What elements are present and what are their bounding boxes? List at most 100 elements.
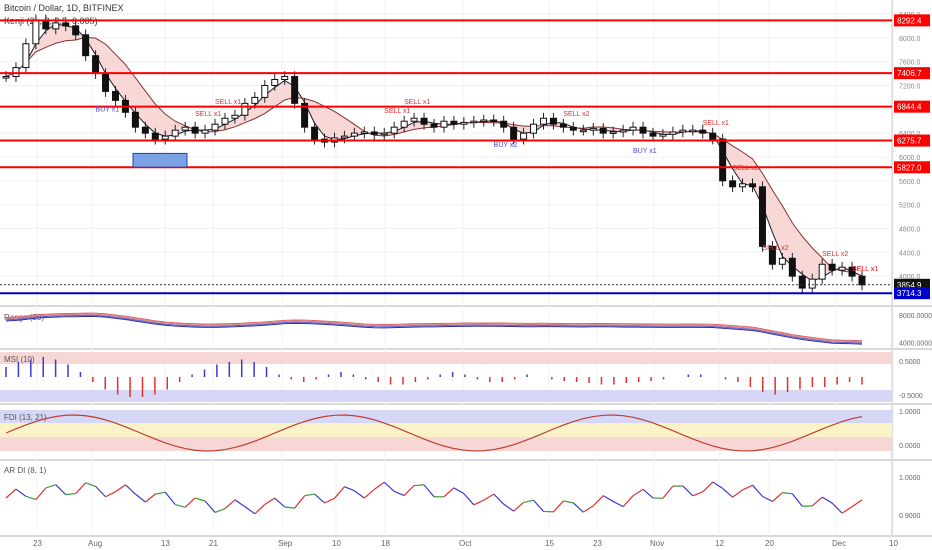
sell-signal-label: SELL x1 — [195, 111, 221, 118]
candle-body — [261, 84, 269, 98]
x-tick-label: 10 — [332, 539, 341, 548]
ardi-segment — [125, 484, 136, 495]
ardi-segment — [463, 493, 475, 506]
level-price-tag — [894, 67, 930, 80]
ardi-segment — [144, 493, 156, 503]
ardi-segment — [184, 497, 196, 508]
ardi-segment — [334, 486, 345, 499]
ardi-segment — [155, 491, 166, 495]
candle-body — [72, 25, 80, 36]
ardi-tick-label: 0.9000 — [899, 513, 921, 520]
ardi-segment — [712, 481, 723, 489]
trend-ribbon — [6, 23, 862, 282]
candle-body — [141, 126, 149, 134]
level-price-tag-label: 6275.7 — [897, 137, 922, 146]
candle-body — [848, 266, 856, 277]
candle-body — [241, 102, 249, 116]
ardi-pane-title: AR DI (8, 1) — [4, 466, 47, 475]
candle-body — [639, 126, 647, 134]
x-tick-label: 23 — [593, 539, 602, 548]
candle-body — [82, 34, 90, 57]
support-price-tag — [894, 287, 930, 300]
ardi-segment — [782, 492, 793, 495]
candle-body — [539, 117, 547, 125]
fdi-pane-title: FDI (13, 21) — [4, 413, 47, 422]
price-tick-label: 5200.0 — [899, 203, 921, 210]
sell-signal-label: SELL x1 — [852, 266, 878, 273]
candle-body — [778, 257, 786, 265]
ardi-segment — [194, 497, 206, 502]
candle-body — [52, 22, 60, 30]
ardi-segment — [354, 490, 365, 499]
candle-body — [838, 266, 846, 271]
msi-tick-label: 0.5000 — [899, 359, 921, 366]
candle-body — [858, 275, 866, 286]
candle-body — [798, 275, 806, 289]
price-tick-label: 7600.0 — [899, 60, 921, 67]
candle-body — [729, 180, 737, 188]
highlight-zone — [132, 152, 188, 168]
candle-body — [22, 43, 30, 69]
x-tick-label: 18 — [381, 539, 390, 548]
x-tick-label: Aug — [88, 539, 102, 548]
candle-body — [669, 131, 677, 135]
ardi-segment — [493, 493, 505, 505]
ardi-segment — [662, 485, 674, 499]
candle-body — [629, 126, 637, 131]
ardi-segment — [642, 488, 654, 499]
ardi-segment — [513, 501, 524, 512]
ardi-segment — [55, 484, 67, 496]
last-price-tag-label: 3854.9 — [897, 281, 922, 290]
sell-signal-label: SELL x1 — [852, 266, 878, 273]
candle-body — [311, 126, 319, 140]
candle-body — [709, 132, 717, 140]
sell-signal-label: SELL x2 — [733, 165, 759, 172]
ardi-segment — [105, 491, 116, 498]
range-band-line — [5, 312, 863, 342]
candle-body — [281, 76, 289, 81]
sell-signal-label: SELL x1 — [384, 108, 410, 115]
sell-signal-label: SELL x2 — [762, 245, 788, 252]
ardi-segment — [204, 500, 216, 513]
ardi-pane: AR DI (8, 1) 1.0000 0.9000 — [4, 466, 921, 520]
ardi-segment — [45, 484, 56, 489]
ardi-segment — [533, 499, 544, 512]
candle-body — [251, 96, 259, 104]
candle-body — [530, 123, 538, 134]
fdi-upper-zone — [0, 410, 892, 423]
ardi-segment — [453, 487, 465, 495]
candle-body — [460, 121, 468, 125]
fdi-tick-label: 0.0000 — [899, 443, 921, 450]
ardi-segment — [393, 490, 405, 497]
range-band-line — [5, 315, 863, 345]
range-band-line — [5, 314, 863, 344]
candle-body — [520, 132, 528, 140]
ardi-segment — [373, 481, 385, 490]
buy-signal-label: BUY x2 — [494, 142, 518, 149]
candle-body — [719, 138, 727, 182]
ardi-segment — [383, 481, 395, 492]
range-tick-label: 8000.0000 — [899, 313, 932, 320]
candle-body — [609, 131, 617, 134]
candle-body — [131, 111, 139, 128]
candle-body — [758, 186, 766, 247]
candle-body — [788, 257, 796, 277]
ardi-segment — [35, 487, 47, 500]
ardi-segment — [632, 488, 644, 497]
candle-body — [739, 183, 747, 188]
ardi-segment — [414, 484, 425, 487]
level-price-tag-label: 8292.4 — [897, 16, 922, 25]
x-axis: 23 Aug 13 21 Sep 10 18 Oct 15 23 Nov 12 20 Dec 10 — [33, 539, 898, 548]
ardi-segment — [324, 497, 335, 504]
price-tick-label: 8000.0 — [899, 36, 921, 43]
ardi-segment — [423, 484, 435, 498]
price-tick-label: 4400.0 — [899, 250, 921, 257]
msi-lower-zone — [0, 390, 892, 402]
ardi-segment — [483, 493, 495, 501]
ardi-segment — [752, 484, 763, 497]
candle-body — [569, 126, 577, 131]
x-tick-label: Dec — [832, 539, 846, 548]
msi-pane: MSI (10) 0.5000 -0.5000 — [0, 352, 923, 402]
x-tick-label: Nov — [650, 539, 664, 548]
